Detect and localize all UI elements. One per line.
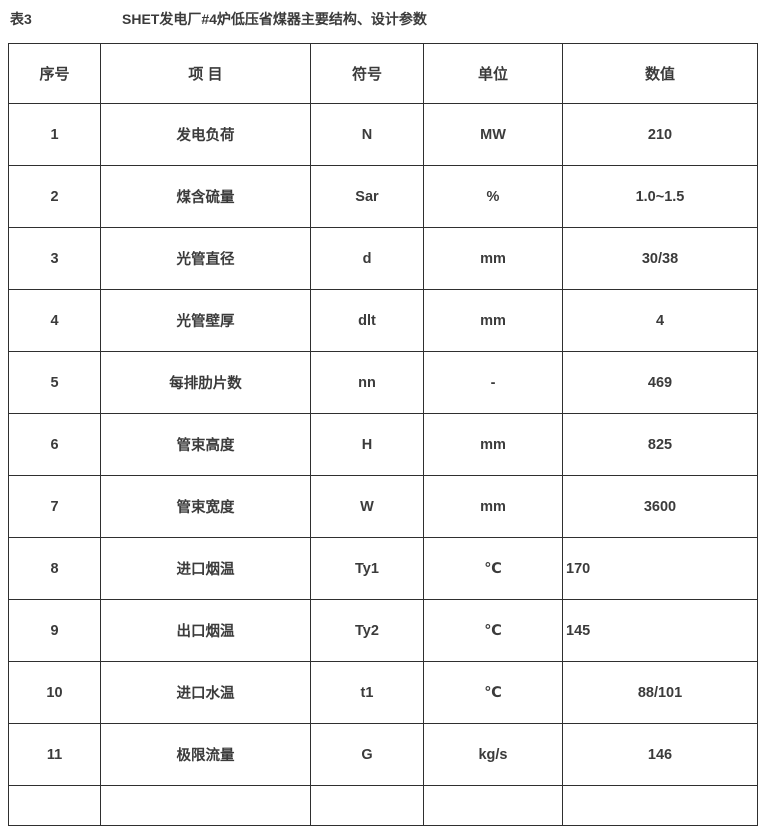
table-row: 10 进口水温 t1 ℃ 88/101 [8,661,758,724]
cell-symbol: nn [310,351,424,414]
cell-unit: ℃ [423,537,563,600]
cell-symbol [310,785,424,826]
cell-symbol: H [310,413,424,476]
cell-unit: ℃ [423,661,563,724]
cell-no: 8 [8,537,101,600]
cell-unit [423,785,563,826]
table-row: 1 发电负荷 N MW 210 [8,103,758,166]
cell-symbol: d [310,227,424,290]
cell-symbol: Sar [310,165,424,228]
cell-no: 7 [8,475,101,538]
table-row: 4 光管壁厚 dlt mm 4 [8,289,758,352]
parameters-table-container: 序号 项 目 符号 单位 数值 1 发电负荷 N MW 210 2 煤含硫量 Sar% 1.0~… [8,43,758,826]
column-header-value: 数值 [562,43,758,104]
cell-no: 3 [8,227,101,290]
cell-value: 146 [562,723,758,786]
cell-unit: kg/s [423,723,563,786]
cell-item: 出口烟温 [100,599,311,662]
cell-value: 469 [562,351,758,414]
cell-value: 3600 [562,475,758,538]
table-caption-title: SHET发电厂#4炉低压省煤器主要结构、设计参数 [122,11,427,27]
cell-no: 2 [8,165,101,228]
table-row: 5 每排肋片数 nn -469 [8,351,758,414]
column-header-no: 序号 [8,43,101,104]
document-page: 表3 SHET发电厂#4炉低压省煤器主要结构、设计参数 序号 项 目 符号 单位… [0,4,765,826]
table-header-row: 序号 项 目 符号 单位 数值 [8,43,758,104]
cell-value: 210 [562,103,758,166]
cell-no: 5 [8,351,101,414]
cell-value [562,785,758,826]
cell-item: 管束宽度 [100,475,311,538]
table-body: 1 发电负荷 N MW 210 2 煤含硫量 Sar% 1.0~1.5 3 光管直径 d mm 30/38… [8,103,758,826]
cell-unit: - [423,351,563,414]
cell-value: 170 [562,537,758,600]
cell-symbol: G [310,723,424,786]
cell-item: 发电负荷 [100,103,311,166]
table-row: 8 进口烟温 Ty1 ℃ 170 [8,537,758,600]
table-row: 3 光管直径 d mm 30/38 [8,227,758,290]
table-caption-label: 表3 [10,11,32,27]
cell-unit: % [423,165,563,228]
table-row: 9 出口烟温 Ty2 ℃ 145 [8,599,758,662]
cell-symbol: Ty1 [310,537,424,600]
column-header-unit: 单位 [423,43,563,104]
cell-value: 825 [562,413,758,476]
cell-unit: mm [423,413,563,476]
column-header-symbol: 符号 [310,43,424,104]
cell-value: 4 [562,289,758,352]
cell-symbol: N [310,103,424,166]
cell-no: 6 [8,413,101,476]
table-caption: 表3 SHET发电厂#4炉低压省煤器主要结构、设计参数 [0,4,765,34]
cell-item: 极限流量 [100,723,311,786]
cell-no: 4 [8,289,101,352]
cell-unit: mm [423,227,563,290]
cell-unit: mm [423,475,563,538]
cell-item: 进口烟温 [100,537,311,600]
cell-unit: ℃ [423,599,563,662]
cell-unit: mm [423,289,563,352]
cell-item: 管束高度 [100,413,311,476]
cell-item: 进口水温 [100,661,311,724]
cell-symbol: t1 [310,661,424,724]
cell-symbol: W [310,475,424,538]
cell-symbol: dlt [310,289,424,352]
cell-value: 145 [562,599,758,662]
cell-no [8,785,101,826]
cell-symbol: Ty2 [310,599,424,662]
cell-item: 光管直径 [100,227,311,290]
table-row-clipped [8,785,758,826]
cell-unit: MW [423,103,563,166]
cell-value: 88/101 [562,661,758,724]
cell-item [100,785,311,826]
cell-item: 每排肋片数 [100,351,311,414]
cell-no: 1 [8,103,101,166]
column-header-item: 项 目 [100,43,311,104]
cell-item: 光管壁厚 [100,289,311,352]
cell-no: 11 [8,723,101,786]
cell-value: 1.0~1.5 [562,165,758,228]
cell-item: 煤含硫量 [100,165,311,228]
cell-no: 9 [8,599,101,662]
parameters-table: 序号 项 目 符号 单位 数值 1 发电负荷 N MW 210 2 煤含硫量 Sar% 1.0~… [8,43,758,826]
table-row: 2 煤含硫量 Sar% 1.0~1.5 [8,165,758,228]
cell-value: 30/38 [562,227,758,290]
cell-no: 10 [8,661,101,724]
